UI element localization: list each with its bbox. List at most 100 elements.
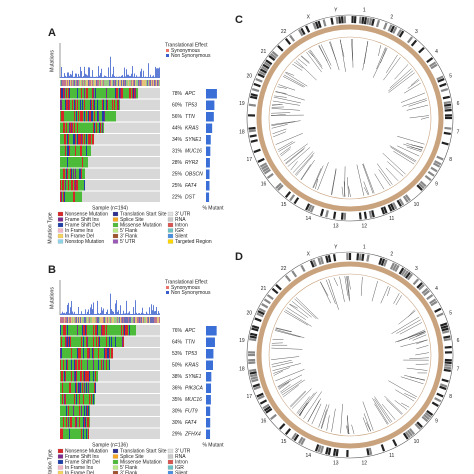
heatmap-cell bbox=[100, 88, 101, 99]
gene-label: PIK3CA bbox=[185, 386, 203, 392]
ideogram-band bbox=[437, 153, 445, 159]
mutation-count-bar bbox=[114, 76, 115, 78]
ideogram-band bbox=[277, 282, 284, 289]
mutation-count-bar bbox=[108, 67, 109, 78]
ideogram-band bbox=[443, 134, 451, 138]
ideogram-band bbox=[335, 16, 339, 24]
heatmap-cell bbox=[60, 371, 61, 382]
heatmap-cell bbox=[99, 111, 100, 122]
gene-link bbox=[283, 74, 306, 87]
sample-strip bbox=[111, 80, 112, 86]
gene-link bbox=[396, 319, 421, 334]
heatmap-cell bbox=[88, 325, 89, 336]
ideogram-band bbox=[432, 162, 441, 168]
heatmap-cell bbox=[67, 405, 68, 416]
gene-link bbox=[407, 329, 425, 338]
heatmap-cell bbox=[69, 145, 70, 156]
mutation-count-bar bbox=[100, 73, 101, 78]
gene-link bbox=[286, 307, 306, 320]
legend-key bbox=[112, 239, 119, 244]
sample-strip bbox=[115, 80, 116, 86]
sample-strip bbox=[138, 80, 139, 86]
mutation-count-bar bbox=[114, 313, 115, 315]
ideogram-band bbox=[282, 276, 290, 284]
ideogram-band bbox=[255, 314, 263, 320]
value-label: 31% bbox=[172, 149, 183, 155]
ideogram-band bbox=[427, 296, 435, 303]
heatmap-cell bbox=[82, 417, 83, 428]
heatmap-cell bbox=[99, 88, 100, 99]
heatmap-cell bbox=[90, 134, 91, 145]
heatmap-cell bbox=[63, 180, 64, 191]
heatmap-cell bbox=[73, 428, 74, 439]
ideogram-band bbox=[423, 52, 430, 60]
heatmap-cell bbox=[118, 88, 119, 99]
sample-strip bbox=[66, 80, 67, 86]
gene-link bbox=[271, 120, 301, 125]
mutation-count-bar bbox=[96, 313, 97, 315]
ideogram-band bbox=[442, 373, 450, 378]
mutation-count-bar bbox=[84, 66, 85, 78]
heatmap-cell bbox=[80, 99, 81, 110]
heatmap-cell bbox=[69, 405, 70, 416]
heatmap-cell bbox=[109, 336, 110, 347]
gene-link bbox=[271, 360, 292, 365]
heatmap-cell bbox=[90, 348, 91, 359]
ideogram-band bbox=[436, 155, 444, 161]
heatmap-cell bbox=[132, 325, 133, 336]
sample-strip bbox=[123, 80, 124, 86]
sample-strip bbox=[127, 80, 128, 86]
sample-strip bbox=[118, 317, 119, 323]
heatmap-cell bbox=[91, 99, 92, 110]
heatmap-cell bbox=[96, 371, 97, 382]
heatmap-cell bbox=[80, 325, 81, 336]
heatmap-cell bbox=[74, 88, 75, 99]
heatmap-cell bbox=[76, 180, 77, 191]
heatmap-cell bbox=[67, 417, 68, 428]
heatmap-cell bbox=[123, 325, 124, 336]
legend-label: 3' UTR bbox=[175, 211, 191, 217]
heatmap-cell bbox=[65, 417, 66, 428]
sample-strip bbox=[94, 317, 95, 323]
gene-link bbox=[410, 146, 423, 151]
sample-strip bbox=[99, 317, 100, 323]
heatmap-cell bbox=[77, 325, 78, 336]
heatmap-cell bbox=[69, 99, 70, 110]
heatmap-cell bbox=[64, 417, 65, 428]
heatmap-cell bbox=[82, 348, 83, 359]
ideogram-band bbox=[419, 417, 427, 425]
mutation-count-bar bbox=[143, 313, 144, 315]
ideogram-band bbox=[251, 380, 260, 386]
heatmap-cell bbox=[87, 382, 88, 393]
sample-strip bbox=[104, 80, 105, 86]
ideogram-band bbox=[373, 446, 378, 454]
ideogram-band bbox=[389, 25, 395, 33]
ideogram-band bbox=[338, 212, 342, 220]
heatmap-cell bbox=[128, 88, 129, 99]
ideogram-band bbox=[257, 310, 265, 316]
heatmap-cell bbox=[76, 88, 77, 99]
sample-strip bbox=[100, 317, 101, 323]
legend-key bbox=[57, 470, 64, 474]
sample-strip bbox=[78, 80, 79, 86]
ideogram-band bbox=[438, 317, 446, 322]
gene-link bbox=[378, 169, 391, 186]
gene-link bbox=[397, 145, 420, 157]
ideogram-band bbox=[257, 73, 265, 79]
gene-link bbox=[279, 146, 292, 155]
gene-link bbox=[388, 70, 414, 92]
ideogram-band bbox=[277, 421, 284, 428]
heatmap-cell bbox=[97, 371, 98, 382]
sample-strip bbox=[86, 317, 87, 323]
heatmap-cell bbox=[104, 348, 105, 359]
ideogram-band bbox=[419, 48, 427, 56]
mutation-count-bar bbox=[128, 312, 129, 315]
heatmap-cell bbox=[81, 428, 82, 439]
ideogram-band bbox=[418, 419, 425, 427]
mutation-count-bar bbox=[103, 308, 104, 315]
heatmap-cell bbox=[69, 157, 70, 168]
heatmap-cell bbox=[107, 336, 108, 347]
mutation-count-bar bbox=[62, 311, 63, 315]
heatmap-cell bbox=[81, 417, 82, 428]
gene-link bbox=[387, 161, 404, 177]
